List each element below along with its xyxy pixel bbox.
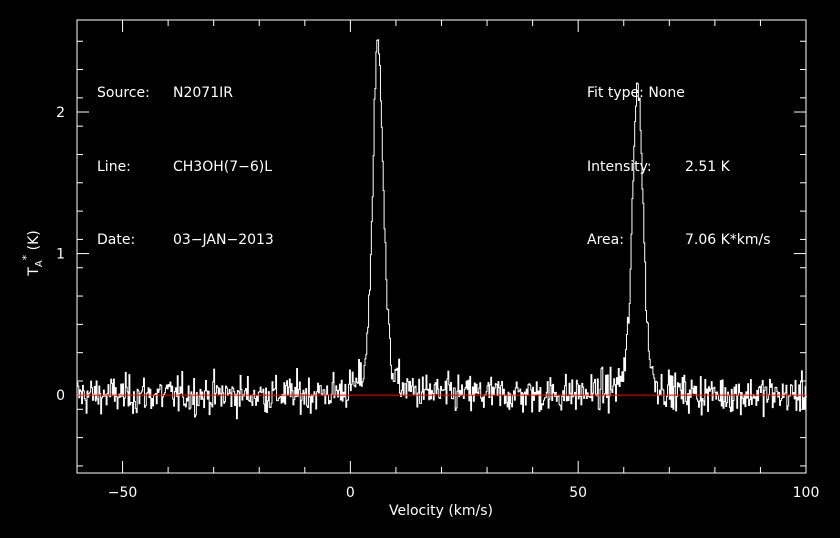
source-label: Source: [97, 85, 150, 101]
y-tick-label: 1 [56, 247, 65, 263]
source-value: N2071IR [173, 85, 233, 101]
line-label: Line: [97, 158, 131, 175]
x-tick-label: 50 [569, 485, 587, 501]
plot-frame [76, 19, 807, 474]
date-label: Date: [97, 232, 136, 248]
area-row: Area: 7.06 K*km/s [587, 228, 771, 253]
fit-label: Fit type: [587, 85, 644, 101]
y-axis-label: TA* (K) [20, 230, 45, 276]
x-tick-label: 0 [346, 485, 355, 501]
area-value: 7.06 K*km/s [685, 232, 771, 248]
line-value: CH3OH(7−6)L [173, 158, 273, 175]
source-info: Source: N2071IR Line: CH3OH(7−6)L Date: 03−… [97, 32, 274, 277]
x-tick-label: −50 [108, 485, 138, 501]
fit-value: None [648, 85, 685, 101]
intensity-label: Intensity: [587, 158, 652, 175]
svg-text:TA* (K): TA* (K) [20, 230, 45, 276]
x-tick-label: 100 [793, 485, 820, 501]
intensity-row: Intensity: 2.51 K [587, 155, 771, 180]
x-axis-label: Velocity (km/s) [389, 503, 493, 519]
spectrum-trace [77, 39, 807, 420]
y-tick-label: 2 [56, 105, 65, 121]
intensity-value: 2.51 K [685, 158, 730, 175]
area-label: Area: [587, 232, 624, 248]
source-row: Source: N2071IR [97, 81, 274, 106]
y-tick-label: 0 [56, 388, 65, 404]
fit-row: Fit type: None [587, 81, 771, 106]
line-row: Line: CH3OH(7−6)L [97, 155, 274, 180]
fit-info: Fit type: None Intensity: 2.51 K Area: 7.0… [587, 32, 771, 277]
date-row: Date: 03−JAN−2013 [97, 228, 274, 253]
date-value: 03−JAN−2013 [173, 232, 274, 248]
